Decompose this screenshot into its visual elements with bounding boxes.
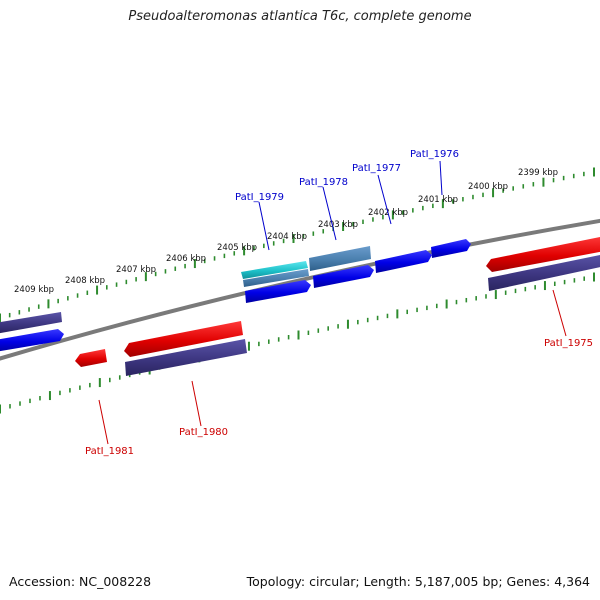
cds-patl-1980 <box>124 321 243 357</box>
kbp-label-2405: 2405 kbp <box>217 243 257 253</box>
genome-backbone <box>0 218 600 361</box>
accession-label: Accession: NC_008228 <box>9 574 152 589</box>
gene-label-patl-1980: PatI_1980 <box>179 427 228 438</box>
outer-tick-row <box>0 167 595 323</box>
kbp-label-2406: 2406 kbp <box>166 254 206 264</box>
gene-patl-1978 <box>309 246 371 271</box>
cds-patl-1977 <box>375 250 432 273</box>
cds-patl-1975 <box>486 237 600 272</box>
cds-patl-1976 <box>431 239 471 258</box>
gene-label-patl-1977: PatI_1977 <box>352 163 401 174</box>
gene-label-patl-1979: PatI_1979 <box>235 192 284 203</box>
kbp-label-2404: 2404 kbp <box>267 232 307 242</box>
gene-label-group: PatI_1976 PatI_1977 PatI_1978 PatI_1979 … <box>85 149 593 457</box>
kbp-label-2403: 2403 kbp <box>318 220 358 230</box>
cds-patl-1979 <box>245 280 311 303</box>
kbp-label-2407: 2407 kbp <box>116 265 156 275</box>
gene-patl-1979 <box>241 261 309 287</box>
gene-patl-1975 <box>488 255 600 291</box>
gene-label-patl-1981: PatI_1981 <box>85 446 134 457</box>
kbp-label-2399: 2399 kbp <box>518 168 558 178</box>
gene-features <box>0 237 600 376</box>
gene-left-edge-purple <box>0 312 62 334</box>
genome-summary: Topology: circular; Length: 5,187,005 bp… <box>246 574 590 589</box>
leader-lines <box>98 160 567 445</box>
cds-patl-1978 <box>313 265 374 288</box>
kbp-label-2400: 2400 kbp <box>468 182 508 192</box>
kbp-label-2409: 2409 kbp <box>14 285 54 295</box>
gene-label-patl-1975: PatI_1975 <box>544 338 593 349</box>
map-title: Pseudoalteromonas atlantica T6c, complet… <box>128 9 472 24</box>
gene-label-patl-1976: PatI_1976 <box>410 149 459 160</box>
gene-label-patl-1978: PatI_1978 <box>299 177 348 188</box>
cds-patl-1981 <box>75 349 107 367</box>
gene-patl-1980 <box>125 339 247 376</box>
kbp-label-2401: 2401 kbp <box>418 195 458 205</box>
kbp-label-2408: 2408 kbp <box>65 276 105 286</box>
cds-left-edge-blue <box>0 329 64 352</box>
